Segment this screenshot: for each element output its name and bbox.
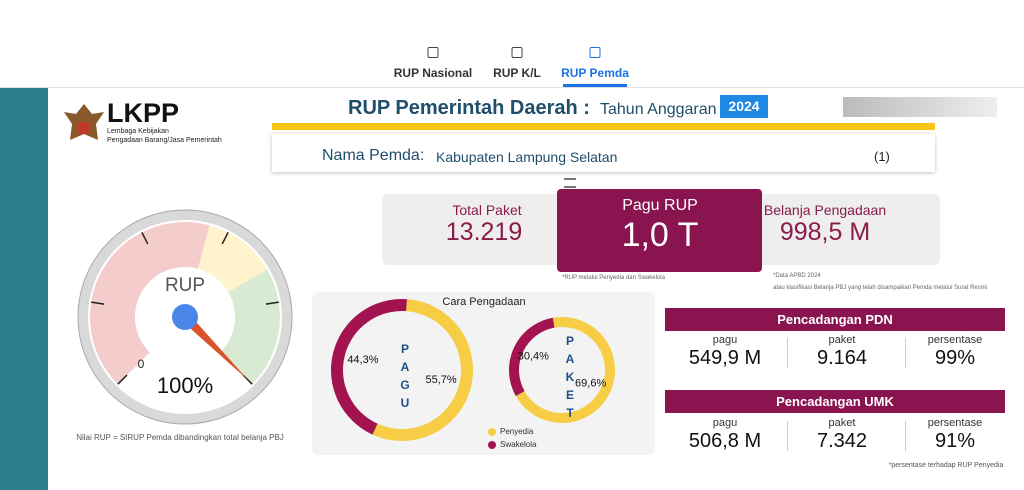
stat-value: 506,8 M [688, 430, 762, 452]
note: atau klasifikasi Belanja PBJ yang telah … [773, 285, 988, 291]
donut-label: 69,6% [575, 377, 606, 389]
divider [905, 338, 906, 368]
pdn-header: Pencadangan PDN [665, 308, 1005, 331]
pemda-value: Kabupaten Lampung Selatan [436, 149, 618, 165]
gauge-tick [265, 301, 279, 305]
stat-value: 91% [934, 430, 976, 452]
year-badge[interactable]: 2024 [720, 95, 768, 118]
stat-label: paket [828, 334, 856, 346]
side-band [0, 88, 48, 490]
stat-value: 998,5 M [779, 218, 871, 246]
stat-value: 549,9 M [688, 347, 762, 369]
divider [787, 421, 788, 451]
note: *RUP melalui Penyedia dan Swakelola [562, 275, 665, 281]
donut-label: 55,7% [425, 374, 456, 386]
pemda-label: Nama Pemda: [322, 147, 425, 164]
gauge-hub [172, 304, 198, 330]
gauge-tick [141, 232, 149, 245]
legend-swatch [488, 428, 496, 436]
stat-value: 7.342 [816, 430, 868, 452]
logo-name: LKPP [107, 98, 180, 128]
stat-label: persentase [927, 417, 983, 429]
stat-label: Pagu RUP [622, 197, 698, 214]
legend-label: Swakelola [500, 440, 537, 449]
gauge-caption: Nilai RUP = SIRUP Pemda dibandingkan tot… [76, 433, 284, 442]
gauge-band [197, 225, 268, 292]
nav-tab[interactable]: RUP K/L [493, 66, 541, 80]
gauge-value: 100% [156, 373, 214, 398]
nav-underline [563, 84, 627, 87]
page-title: RUP Pemerintah Daerah : [348, 97, 590, 119]
logo-line: Lembaga Kebijakan [107, 128, 169, 135]
stat-label: Belanja Pengadaan [763, 202, 887, 218]
footnote: *persentase terhadap RUP Penyedia [888, 462, 1004, 469]
pemda-box[interactable] [272, 134, 935, 172]
stat-label: paket [828, 417, 856, 429]
gauge [77, 209, 293, 425]
nav-icon[interactable] [589, 47, 601, 58]
umk-header: Pencadangan UMK [665, 390, 1005, 413]
page-subtitle: Tahun Anggaran [600, 101, 717, 118]
gauge-needle [181, 313, 249, 381]
cara-title: Cara Pengadaan [442, 296, 526, 308]
gauge-band [220, 269, 280, 385]
divider [787, 338, 788, 368]
donut-segment [372, 299, 473, 441]
stat-label: pagu [712, 334, 738, 346]
stat-label: Total Paket [452, 202, 522, 218]
donut-center: PAKET [563, 334, 577, 424]
stat-value: 9.164 [816, 347, 868, 369]
legend-swatch [488, 441, 496, 449]
logo-emblem [64, 104, 104, 140]
donut-label: 44,3% [347, 354, 378, 366]
stat-value: 13.219 [445, 218, 523, 246]
gauge-tick [221, 232, 229, 245]
logo-line: Pengadaan Barang/Jasa Pemerintah [107, 137, 222, 144]
donut-label: 30,4% [518, 350, 549, 362]
gauge-tick [91, 301, 105, 305]
gauge-band [90, 222, 210, 385]
gauge-label: RUP [164, 275, 206, 296]
blurred-logo [843, 97, 997, 117]
filter-icon[interactable] [564, 178, 576, 188]
nav-icon[interactable] [511, 47, 523, 58]
donut-charts: 55,7% 44,3% 69,6% 30,4% Penyedia Swakelola [330, 299, 615, 449]
stat-value: 99% [934, 347, 976, 369]
nav-tab[interactable]: RUP Pemda [561, 66, 629, 80]
nav-icon[interactable] [427, 47, 439, 58]
stat-label: persentase [927, 334, 983, 346]
gauge-min: 0 [137, 357, 145, 371]
accent-bar [272, 123, 935, 130]
divider [905, 421, 906, 451]
donut-segment [509, 317, 555, 397]
nav-border [0, 87, 1024, 88]
donut-segment [330, 299, 407, 435]
legend-label: Penyedia [500, 427, 534, 436]
gauge-tick [117, 374, 128, 385]
note: *Data APBD 2024 [773, 273, 821, 279]
filter-count[interactable]: (1) [874, 149, 890, 164]
donut-center: PAGU [398, 342, 412, 414]
stat-value: 1,0 T [621, 216, 699, 254]
stat-label: pagu [712, 417, 738, 429]
pagu-card [557, 189, 762, 272]
nav-tab[interactable]: RUP Nasional [393, 66, 473, 80]
